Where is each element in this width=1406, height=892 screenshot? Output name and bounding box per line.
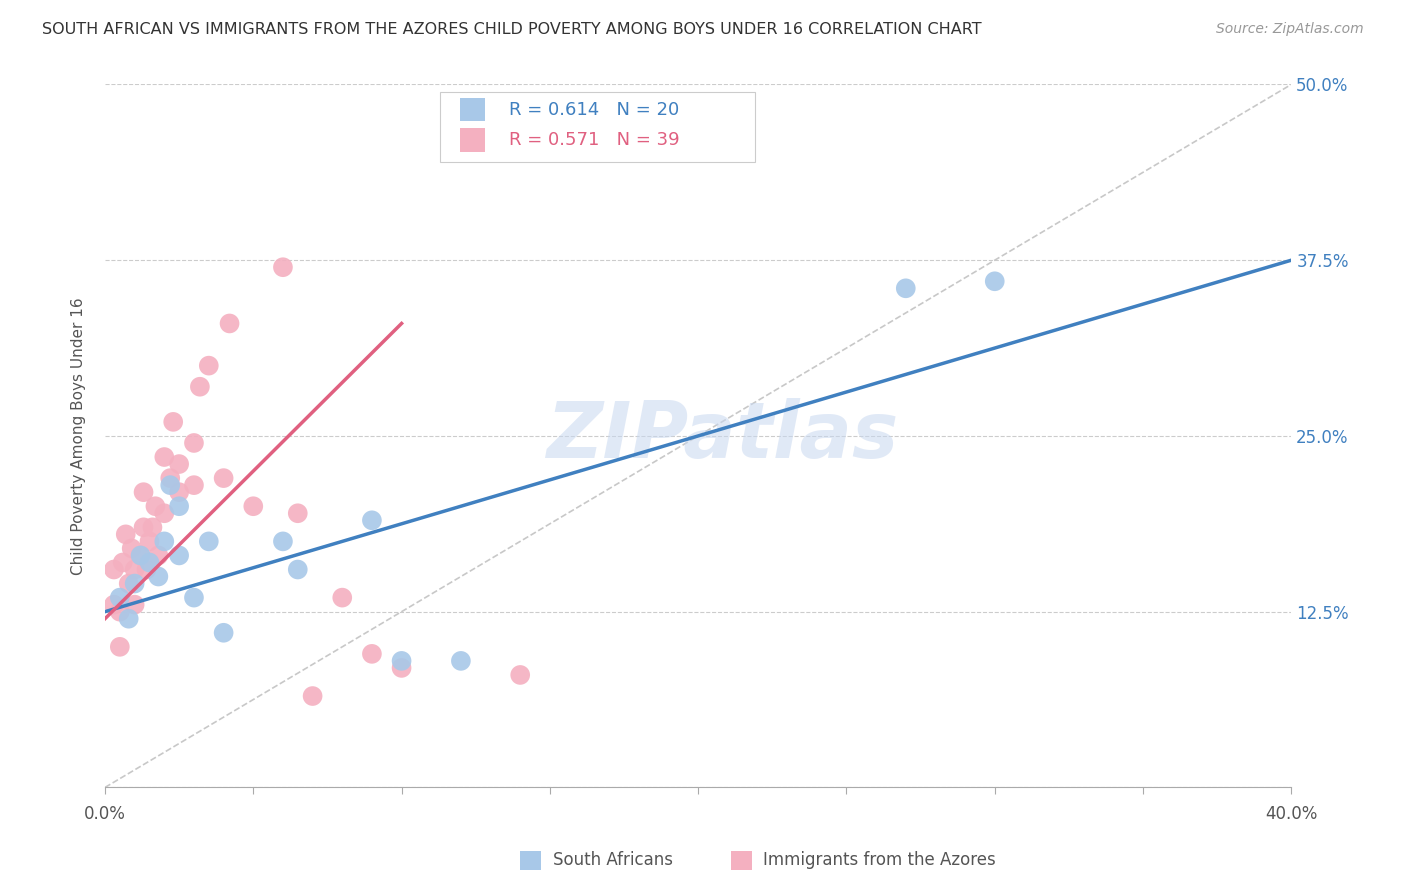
Point	[167, 500, 190, 514]
Point	[138, 556, 160, 570]
Point	[103, 598, 125, 612]
Point	[509, 668, 531, 682]
Point	[141, 520, 163, 534]
Point	[108, 591, 131, 605]
Point	[212, 471, 235, 485]
Point	[159, 478, 181, 492]
Text: R = 0.571   N = 39: R = 0.571 N = 39	[509, 131, 679, 149]
Point	[167, 549, 190, 563]
Point	[984, 274, 1007, 288]
Point	[148, 549, 170, 563]
Point	[138, 534, 160, 549]
Point	[167, 485, 190, 500]
Point	[159, 471, 181, 485]
Text: South Africans: South Africans	[553, 851, 672, 870]
Point	[450, 134, 472, 148]
Point	[391, 654, 413, 668]
Point	[153, 450, 176, 464]
Point	[167, 457, 190, 471]
Point	[148, 569, 170, 583]
Point	[894, 281, 917, 295]
Point	[145, 500, 167, 514]
Y-axis label: Child Poverty Among Boys Under 16: Child Poverty Among Boys Under 16	[72, 297, 86, 574]
Point	[188, 380, 211, 394]
Point	[121, 541, 143, 556]
Point	[118, 612, 141, 626]
Point	[391, 661, 413, 675]
Point	[287, 562, 309, 576]
Point	[287, 506, 309, 520]
Point	[118, 576, 141, 591]
Point	[361, 513, 384, 527]
Text: SOUTH AFRICAN VS IMMIGRANTS FROM THE AZORES CHILD POVERTY AMONG BOYS UNDER 16 CO: SOUTH AFRICAN VS IMMIGRANTS FROM THE AZO…	[42, 22, 981, 37]
Point	[135, 562, 157, 576]
Point	[242, 500, 264, 514]
Point	[153, 506, 176, 520]
Point	[108, 640, 131, 654]
Point	[361, 647, 384, 661]
Point	[162, 415, 184, 429]
Point	[301, 689, 323, 703]
Text: ZIPatlas: ZIPatlas	[546, 398, 898, 474]
Point	[218, 317, 240, 331]
Text: R = 0.614   N = 20: R = 0.614 N = 20	[509, 101, 679, 119]
Point	[153, 534, 176, 549]
Point	[183, 478, 205, 492]
Text: Immigrants from the Azores: Immigrants from the Azores	[763, 851, 997, 870]
Point	[114, 527, 136, 541]
Point	[124, 576, 146, 591]
Point	[132, 520, 155, 534]
Point	[129, 549, 152, 563]
Point	[271, 534, 294, 549]
Point	[198, 534, 221, 549]
Point	[271, 260, 294, 275]
Point	[212, 625, 235, 640]
Text: Source: ZipAtlas.com: Source: ZipAtlas.com	[1216, 22, 1364, 37]
Point	[108, 605, 131, 619]
Point	[124, 562, 146, 576]
Point	[330, 591, 353, 605]
Point	[132, 485, 155, 500]
Point	[129, 549, 152, 563]
Point	[111, 556, 134, 570]
Point	[198, 359, 221, 373]
Point	[450, 654, 472, 668]
Point	[124, 598, 146, 612]
Point	[183, 436, 205, 450]
Point	[183, 591, 205, 605]
Point	[103, 562, 125, 576]
